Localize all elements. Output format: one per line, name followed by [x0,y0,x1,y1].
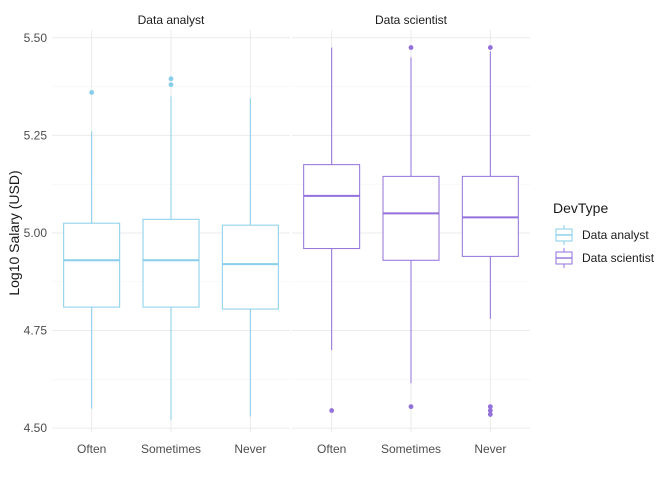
outlier-point [408,404,414,410]
grid-layer [52,30,530,432]
legend: Data analyst Data scientist [555,225,655,268]
y-tick-label: 4.75 [24,324,48,338]
box [303,164,361,250]
y-tick-label: 5.00 [24,226,48,240]
panel-title: Data scientist [375,13,448,27]
outlier-point [487,412,493,417]
outlier-point [408,45,414,50]
marks-layer [63,45,519,421]
outlier-point [168,82,174,88]
y-tick-label: 4.50 [24,421,48,435]
x-tick-label: Sometimes [381,442,441,456]
outlier-point [168,76,174,82]
outlier-point [487,45,493,50]
labels-layer: Data analyst Often Sometimes Never Data scie… [24,13,507,456]
x-tick-label: Never [234,442,266,456]
x-tick-label: Often [77,442,106,456]
outlier-point [89,90,95,95]
outlier-point [487,408,493,413]
legend-label: Data scientist [582,251,655,265]
y-tick-label: 5.25 [24,128,48,142]
box [382,175,440,261]
x-tick-label: Often [317,442,346,456]
y-axis-title: Log10 Salary (USD) [6,170,22,295]
box [221,224,279,310]
y-tick-label: 5.50 [24,31,48,45]
outlier-point [487,404,493,410]
panel-title: Data analyst [138,13,205,27]
legend-title: DevType [553,200,608,216]
outlier-point [329,408,335,413]
legend-label: Data analyst [582,228,649,242]
box [63,222,121,308]
box [142,218,200,308]
x-tick-label: Never [474,442,506,456]
x-tick-label: Sometimes [141,442,201,456]
